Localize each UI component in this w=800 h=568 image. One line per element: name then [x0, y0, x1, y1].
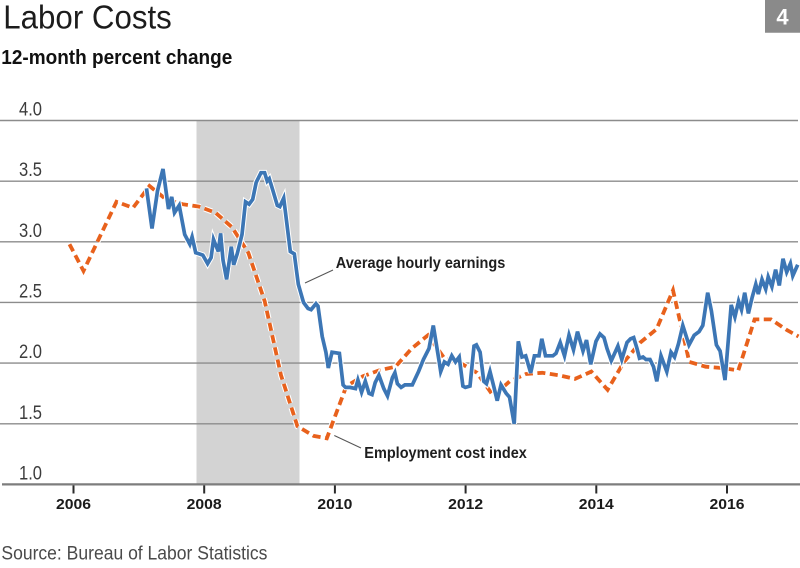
svg-text:3.5: 3.5	[19, 159, 42, 181]
svg-text:1.5: 1.5	[19, 402, 42, 424]
svg-text:1.0: 1.0	[19, 462, 42, 484]
svg-text:Source: Bureau of Labor Statis: Source: Bureau of Labor Statistics	[1, 543, 267, 564]
svg-text:2012: 2012	[448, 496, 483, 513]
svg-text:2016: 2016	[710, 496, 745, 513]
svg-text:3.0: 3.0	[19, 220, 42, 242]
svg-text:2.5: 2.5	[19, 280, 42, 302]
svg-text:2014: 2014	[579, 496, 615, 513]
svg-text:Average hourly earnings: Average hourly earnings	[336, 255, 506, 272]
svg-text:4: 4	[776, 5, 789, 30]
svg-text:2008: 2008	[187, 496, 222, 513]
svg-text:4.0: 4.0	[19, 99, 42, 121]
svg-text:2006: 2006	[56, 496, 91, 513]
svg-text:Labor Costs: Labor Costs	[3, 0, 172, 35]
svg-text:12-month percent change: 12-month percent change	[1, 47, 232, 69]
svg-text:2010: 2010	[317, 496, 352, 513]
svg-text:2.0: 2.0	[19, 341, 42, 363]
svg-text:Employment cost index: Employment cost index	[364, 445, 527, 462]
